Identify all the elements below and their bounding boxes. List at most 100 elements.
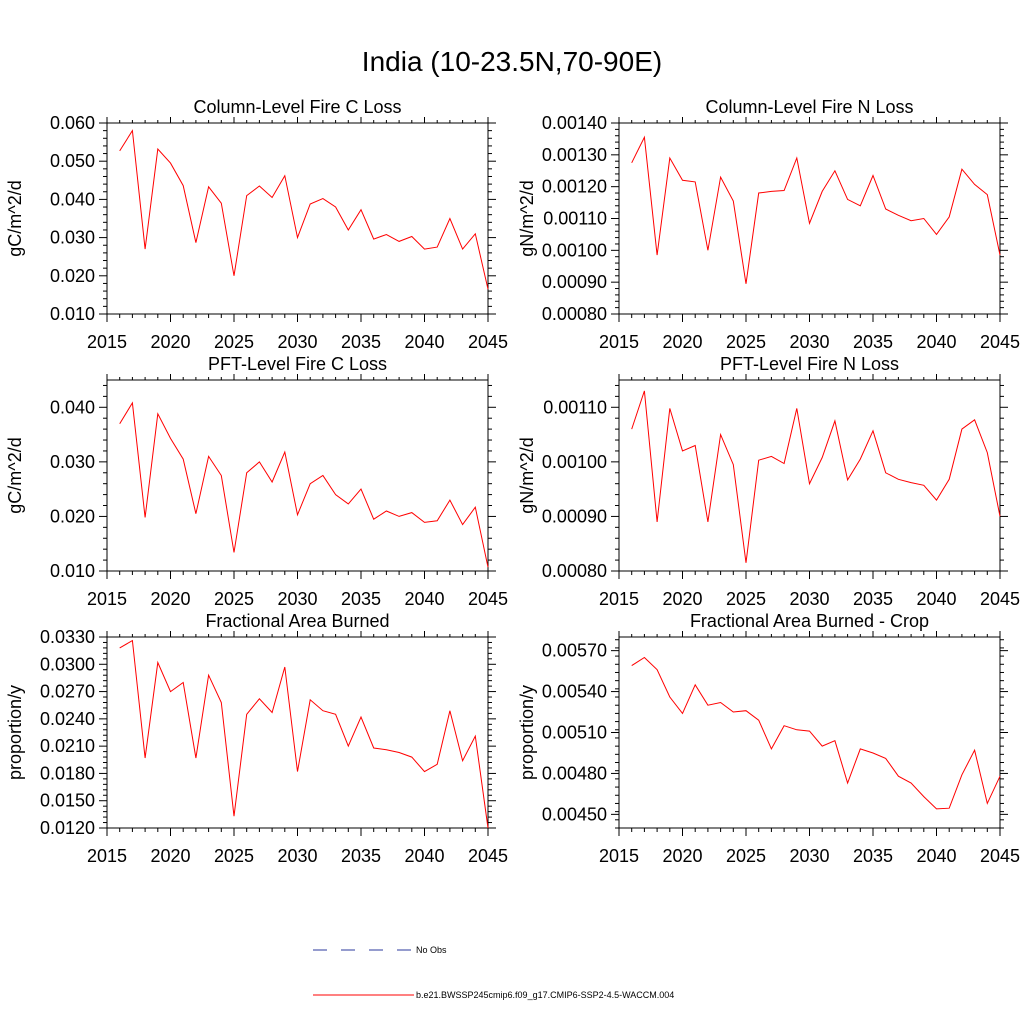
y-tick-label: 0.00450 (542, 804, 607, 824)
y-tick-label: 0.00110 (543, 209, 607, 229)
x-tick-label: 2045 (468, 846, 508, 866)
y-tick-label: 0.00090 (542, 506, 607, 526)
data-series-line (119, 401, 489, 568)
panel-6: Fractional Area Burned - Crop proportion/… (517, 611, 1020, 866)
x-tick-label: 2035 (341, 332, 381, 352)
x-tick-label: 2025 (214, 332, 254, 352)
x-tick-label: 2020 (662, 332, 702, 352)
data-series-line (119, 639, 489, 829)
y-tick-label: 0.00540 (542, 682, 607, 702)
y-tick-label: 0.010 (50, 561, 95, 581)
x-tick-label: 2045 (980, 332, 1020, 352)
y-tick-label: 0.0210 (40, 736, 95, 756)
panel-5: Fractional Area Burned proportion/y 2015 20… (5, 611, 508, 866)
y-tick-label: 0.00100 (542, 452, 607, 472)
y-tick-label: 0.0120 (40, 818, 95, 838)
y-axis-label: proportion/y (5, 685, 25, 780)
y-tick-label: 0.040 (50, 397, 95, 417)
y-tick-label: 0.0150 (40, 791, 95, 811)
y-tick-label: 0.030 (50, 228, 95, 248)
data-series-line (119, 129, 489, 290)
x-tick-label: 2020 (150, 589, 190, 609)
x-tick-label: 2030 (277, 846, 317, 866)
y-axis-label: gN/m^2/d (517, 180, 537, 256)
x-tick-label: 2025 (726, 846, 766, 866)
y-tick-label: 0.0270 (40, 682, 95, 702)
y-tick-label: 0.020 (50, 266, 95, 286)
y-tick-label: 0.060 (50, 113, 95, 133)
y-tick-label: 0.040 (50, 189, 95, 209)
legend-model-label: b.e21.BWSSP245cmip6.f09_g17.CMIP6-SSP2-4… (416, 990, 674, 1000)
x-tick-label: 2045 (980, 846, 1020, 866)
x-tick-label: 2035 (853, 589, 893, 609)
x-tick-label: 2025 (214, 589, 254, 609)
x-tick-label: 2040 (916, 846, 956, 866)
y-tick-label: 0.010 (50, 304, 95, 324)
panel-title: Fractional Area Burned - Crop (690, 611, 929, 631)
x-tick-label: 2035 (853, 846, 893, 866)
x-tick-label: 2035 (341, 846, 381, 866)
x-tick-label: 2030 (277, 589, 317, 609)
y-tick-label: 0.0180 (40, 763, 95, 783)
x-tick-label: 2015 (599, 589, 639, 609)
y-tick-label: 0.00480 (542, 763, 607, 783)
y-tick-label: 0.00090 (542, 272, 607, 292)
y-tick-label: 0.020 (50, 506, 95, 526)
plot-frame (106, 636, 489, 829)
plot-frame (618, 636, 1001, 829)
y-tick-label: 0.0300 (40, 654, 95, 674)
y-tick-label: 0.00120 (542, 177, 607, 197)
panel-3: PFT-Level Fire C Loss gC/m^2/d 2015 2020 202… (5, 354, 508, 609)
y-tick-label: 0.00130 (542, 145, 607, 165)
y-tick-label: 0.050 (50, 151, 95, 171)
legend: No Obs b.e21.BWSSP245cmip6.f09_g17.CMIP6-… (313, 945, 674, 1000)
plot-frame (106, 122, 489, 315)
y-tick-label: 0.0330 (40, 627, 95, 647)
y-tick-label: 0.0240 (40, 709, 95, 729)
panel-title: PFT-Level Fire C Loss (208, 354, 387, 374)
x-tick-label: 2030 (789, 846, 829, 866)
y-tick-label: 0.00140 (542, 113, 607, 133)
x-tick-label: 2015 (87, 846, 127, 866)
panel-title: PFT-Level Fire N Loss (720, 354, 899, 374)
y-tick-label: 0.00510 (542, 723, 607, 743)
x-tick-label: 2020 (662, 846, 702, 866)
x-tick-label: 2015 (87, 589, 127, 609)
panel-title: Fractional Area Burned (205, 611, 389, 631)
plot-frame (618, 122, 1001, 315)
y-tick-label: 0.00110 (543, 397, 607, 417)
x-tick-label: 2040 (404, 846, 444, 866)
y-tick-label: 0.00100 (542, 240, 607, 260)
page-title: India (10-23.5N,70-90E) (361, 46, 663, 77)
y-axis-label: proportion/y (517, 685, 537, 780)
x-tick-label: 2030 (789, 332, 829, 352)
x-tick-label: 2030 (277, 332, 317, 352)
data-series-line (631, 390, 1001, 563)
y-tick-label: 0.00080 (542, 561, 607, 581)
x-tick-label: 2040 (916, 589, 956, 609)
x-tick-label: 2040 (916, 332, 956, 352)
x-tick-label: 2025 (726, 332, 766, 352)
x-tick-label: 2040 (404, 332, 444, 352)
panel-4: PFT-Level Fire N Loss gN/m^2/d 2015 2020 202… (517, 354, 1020, 609)
x-tick-label: 2045 (468, 589, 508, 609)
legend-obs-label: No Obs (416, 945, 447, 955)
x-tick-label: 2025 (214, 846, 254, 866)
x-tick-label: 2015 (87, 332, 127, 352)
panel-title: Column-Level Fire N Loss (705, 97, 913, 117)
y-tick-label: 0.00570 (542, 641, 607, 661)
x-tick-label: 2020 (150, 846, 190, 866)
x-tick-label: 2020 (150, 332, 190, 352)
x-tick-label: 2045 (468, 332, 508, 352)
x-tick-label: 2030 (789, 589, 829, 609)
panel-title: Column-Level Fire C Loss (193, 97, 401, 117)
x-tick-label: 2015 (599, 846, 639, 866)
plot-frame (618, 379, 1001, 572)
x-tick-label: 2025 (726, 589, 766, 609)
data-series-line (631, 656, 1001, 810)
y-tick-label: 0.00080 (542, 304, 607, 324)
x-tick-label: 2045 (980, 589, 1020, 609)
x-tick-label: 2015 (599, 332, 639, 352)
data-series-line (631, 135, 1001, 284)
